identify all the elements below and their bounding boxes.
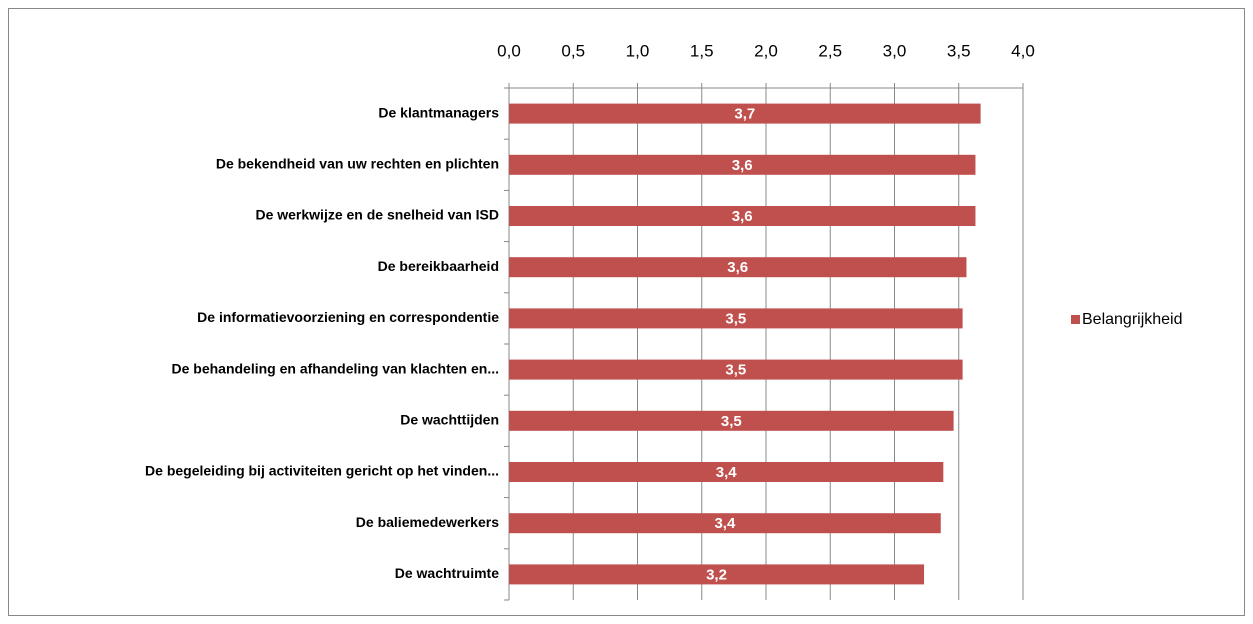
x-tick-label: 4,0 (1011, 41, 1035, 60)
y-tick-label: De klantmanagers (378, 104, 499, 120)
value-label: 3,2 (706, 566, 727, 583)
x-tick-label: 2,0 (754, 41, 778, 60)
value-label: 3,6 (727, 259, 748, 276)
x-tick-label: 0,0 (497, 41, 521, 60)
x-tick-label: 2,5 (818, 41, 842, 60)
bar (509, 257, 967, 278)
legend-label: Belangrijkheid (1082, 311, 1183, 328)
value-label: 3,7 (734, 106, 755, 123)
x-tick-label: 0,5 (561, 41, 585, 60)
bar (509, 206, 976, 226)
y-tick-label: De wachtruimte (395, 565, 499, 581)
value-label: 3,4 (716, 464, 738, 481)
value-label: 3,5 (725, 362, 746, 379)
value-label: 3,6 (732, 208, 753, 225)
legend-swatch (1071, 315, 1080, 324)
bar (509, 410, 954, 431)
bar (509, 359, 963, 380)
y-tick-label: De informatievoorziening en corresponden… (197, 309, 499, 325)
value-label: 3,6 (732, 157, 753, 174)
bar (509, 513, 941, 534)
value-label: 3,5 (721, 413, 742, 430)
value-label: 3,4 (714, 515, 736, 532)
y-tick-label: De wachttijden (400, 412, 499, 428)
bar (509, 103, 981, 124)
x-tick-label: 3,5 (947, 41, 971, 60)
y-tick-label: De werkwijze en de snelheid van ISD (255, 207, 499, 223)
bar (509, 154, 976, 175)
y-tick-label: De behandeling en afhandeling van klacht… (171, 360, 499, 376)
x-tick-label: 1,0 (626, 41, 650, 60)
x-tick-label: 1,5 (690, 41, 714, 60)
y-tick-label: De bereikbaarheid (378, 258, 499, 274)
bar (509, 564, 925, 585)
value-label: 3,5 (725, 310, 746, 327)
x-tick-label: 3,0 (883, 41, 907, 60)
y-tick-label: De bekendheid van uw rechten en plichten (216, 156, 499, 172)
y-tick-label: De begeleiding bij activiteiten gericht … (145, 463, 499, 479)
bar (509, 308, 963, 329)
y-tick-label: De baliemedewerkers (356, 514, 499, 530)
bar (509, 462, 944, 482)
